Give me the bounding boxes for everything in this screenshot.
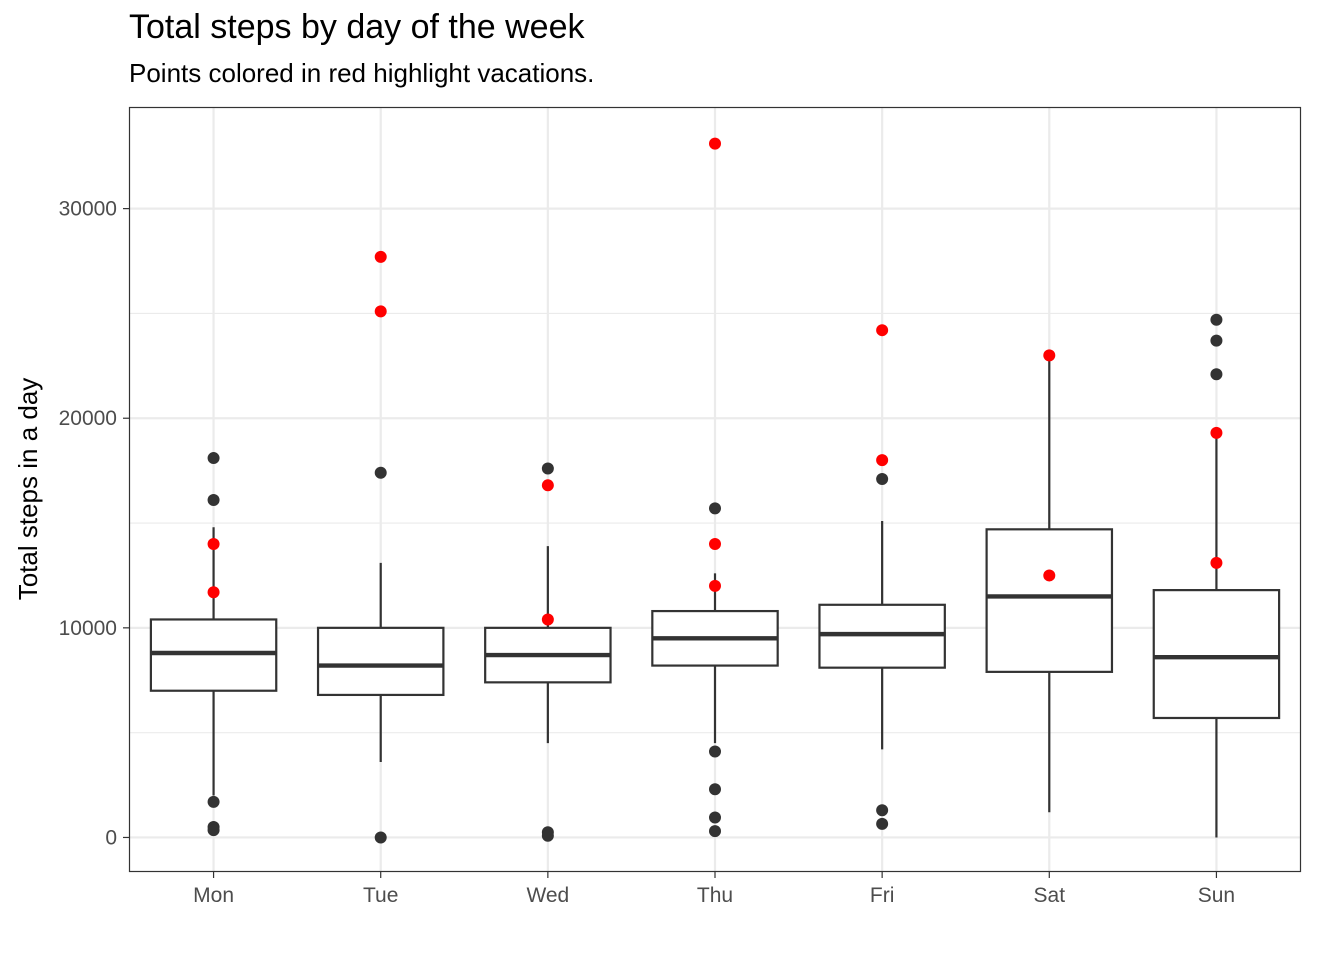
box-sun <box>1152 432 1281 838</box>
box-thu <box>651 573 779 744</box>
vacation-point <box>207 586 220 599</box>
axes: 0 10000 20000 30000 Mon Tue Wed Thu Fri Sat Sun <box>59 198 1236 907</box>
vacation-point <box>709 137 721 150</box>
data-point <box>876 804 889 817</box>
vacation-point <box>541 613 554 626</box>
data-point <box>374 831 387 844</box>
x-tick-label: Mon <box>193 884 234 907</box>
data-point <box>207 795 220 808</box>
box-wed <box>484 546 612 744</box>
vacation-point <box>876 324 889 337</box>
vacation-point <box>876 454 889 467</box>
box-mon <box>149 527 278 796</box>
data-point <box>1210 313 1223 326</box>
vacation-point <box>709 538 721 550</box>
data-point <box>541 462 554 475</box>
x-tick-label: Sat <box>1034 884 1066 907</box>
vacation-point <box>709 579 721 592</box>
y-tick-label: 30000 <box>59 198 117 221</box>
vacation-point <box>374 305 387 318</box>
y-tick-label: 20000 <box>59 407 117 430</box>
box-body <box>1152 589 1281 720</box>
box-fri <box>818 520 946 750</box>
chart-subtitle: Points colored in red highlight vacation… <box>129 58 595 88</box>
data-point <box>709 502 721 515</box>
vacation-point <box>374 250 387 263</box>
x-tick-label: Fri <box>870 884 895 907</box>
data-point <box>207 824 220 837</box>
data-point <box>1210 334 1223 347</box>
box-body <box>985 528 1114 673</box>
y-tick-label: 0 <box>105 826 117 849</box>
box-tue <box>316 562 445 762</box>
x-tick-label: Thu <box>697 884 733 907</box>
vacation-point <box>207 538 220 550</box>
vacation-point <box>1210 556 1223 569</box>
y-axis-title: Total steps in a day <box>13 378 43 601</box>
data-point <box>1210 368 1223 381</box>
x-tick-label: Tue <box>363 884 398 907</box>
box-sat <box>985 355 1114 813</box>
boxes <box>149 355 1281 838</box>
vacation-point <box>1043 349 1056 362</box>
data-point <box>876 473 889 486</box>
vacation-point <box>541 479 554 492</box>
data-point <box>207 452 220 465</box>
data-point <box>207 493 220 506</box>
data-point <box>709 811 721 824</box>
vacation-point <box>1043 569 1056 582</box>
x-tick-label: Sun <box>1198 884 1235 907</box>
x-tick-label: Wed <box>526 884 569 907</box>
data-point <box>709 825 721 838</box>
chart-title: Total steps by day of the week <box>129 8 585 46</box>
y-tick-label: 10000 <box>59 617 117 640</box>
data-point <box>709 745 721 758</box>
data-point <box>541 829 554 842</box>
data-point <box>709 783 721 796</box>
vacation-point <box>1210 426 1223 439</box>
data-point <box>876 817 889 830</box>
box-body <box>316 626 445 697</box>
data-points <box>207 137 1223 844</box>
data-point <box>374 466 387 479</box>
